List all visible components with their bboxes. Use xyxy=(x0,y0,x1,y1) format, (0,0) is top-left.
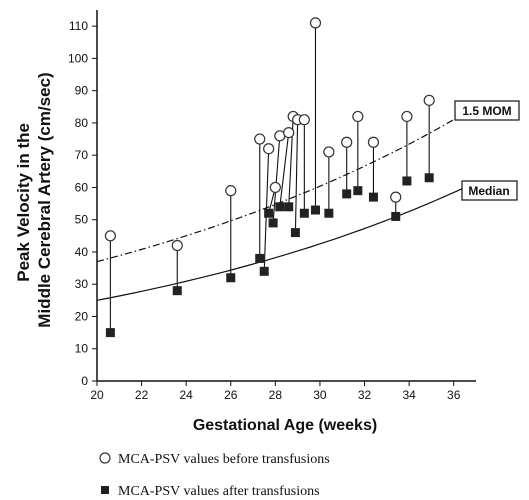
before-transfusion-point xyxy=(283,126,295,139)
curve-label-median: Median xyxy=(461,180,518,201)
axes xyxy=(96,10,476,382)
legend-filled-square-marker xyxy=(101,486,109,494)
y-tick-label: 100 xyxy=(68,51,88,65)
before-transfusion-point xyxy=(341,136,353,148)
after-transfusion-point xyxy=(268,218,278,228)
before-transfusion-point xyxy=(309,17,322,29)
after-transfusion-point xyxy=(105,328,115,338)
after-transfusion-point xyxy=(264,208,274,218)
after-transfusion-point xyxy=(284,202,294,212)
after-transfusion-point xyxy=(172,286,182,296)
after-transfusion-point xyxy=(324,208,334,218)
y-tick-label: 30 xyxy=(75,277,89,291)
y-tick-label: 60 xyxy=(75,180,89,194)
before-transfusion-point xyxy=(254,133,266,145)
curve-label-median-text: Median xyxy=(468,184,509,198)
before-transfusion-point xyxy=(401,110,413,123)
y-tick-label: 90 xyxy=(75,84,89,98)
x-tick-label: 28 xyxy=(269,388,283,402)
before-transfusion-point xyxy=(323,146,335,158)
after-transfusion-point xyxy=(368,192,378,202)
paired-stem xyxy=(279,132,290,207)
legend-label-before: MCA-PSV values before transfusions xyxy=(118,452,330,467)
after-transfusion-point xyxy=(310,205,320,215)
median-curve xyxy=(96,186,466,301)
legend-label-after: MCA-PSV values after transfusions xyxy=(118,484,320,499)
before-transfusion-point xyxy=(423,94,435,106)
x-tick-label: 32 xyxy=(358,388,372,402)
after-transfusion-point xyxy=(299,208,309,218)
x-axis-title: Gestational Age (weeks) xyxy=(193,417,377,434)
y-tick-label: 0 xyxy=(81,374,88,388)
after-transfusion-point xyxy=(391,211,401,221)
after-transfusion-point xyxy=(259,266,269,276)
legend: MCA-PSV values before transfusions MCA-P… xyxy=(99,452,330,499)
y-tick-label: 40 xyxy=(75,245,89,259)
x-tick-label: 34 xyxy=(402,388,416,402)
y-tick-label: 10 xyxy=(75,342,89,356)
x-tick-label: 30 xyxy=(313,388,327,402)
curve-label-1-5-mom: 1.5 MOM xyxy=(454,100,520,121)
after-transfusion-point xyxy=(226,273,236,283)
after-transfusion-point xyxy=(402,176,412,186)
before-transfusion-point xyxy=(298,114,310,126)
paired-stem xyxy=(294,119,299,233)
before-transfusion-point xyxy=(390,191,402,203)
paired-stem xyxy=(272,135,281,223)
data-markers xyxy=(104,17,435,338)
y-tick-label: 20 xyxy=(75,309,89,323)
after-transfusion-point xyxy=(353,186,363,196)
x-tick-label: 24 xyxy=(179,388,193,402)
y-tick-label: 80 xyxy=(75,116,89,130)
y-tick-label: 110 xyxy=(69,19,88,33)
y-tick-group: 0 10 20 30 40 50 60 70 80 90 100 110 xyxy=(68,19,97,388)
before-transfusion-point xyxy=(367,136,380,148)
after-transfusion-point xyxy=(424,173,434,183)
before-transfusion-point xyxy=(171,239,183,252)
x-tick-label: 22 xyxy=(135,388,149,402)
y-axis-title-line-2: Middle Cerebral Artery (cm/sec) xyxy=(35,72,54,327)
x-tick-group: 20 22 24 26 28 30 32 34 36 xyxy=(90,381,461,402)
after-transfusion-point xyxy=(255,253,265,263)
after-transfusion-point xyxy=(275,202,285,212)
y-axis-title: Peak Velocity in the Middle Cerebral Art… xyxy=(14,72,54,327)
before-transfusion-point xyxy=(263,143,275,155)
x-tick-label: 36 xyxy=(447,388,461,402)
x-tick-label: 26 xyxy=(224,388,238,402)
before-transfusion-point xyxy=(269,181,281,194)
before-transfusion-point xyxy=(104,230,116,242)
y-tick-label: 70 xyxy=(75,148,89,162)
y-tick-label: 50 xyxy=(75,213,89,227)
paired-stems xyxy=(109,22,430,333)
x-tick-label: 20 xyxy=(90,388,104,402)
before-transfusion-point xyxy=(352,110,364,123)
after-transfusion-point xyxy=(290,228,300,238)
curve-label-1-5-mom-text: 1.5 MOM xyxy=(462,104,511,118)
after-transfusion-point xyxy=(342,189,352,199)
before-transfusion-point xyxy=(225,185,237,197)
y-axis-title-line-1: Peak Velocity in the xyxy=(14,123,33,282)
legend-open-circle-marker xyxy=(99,452,111,464)
